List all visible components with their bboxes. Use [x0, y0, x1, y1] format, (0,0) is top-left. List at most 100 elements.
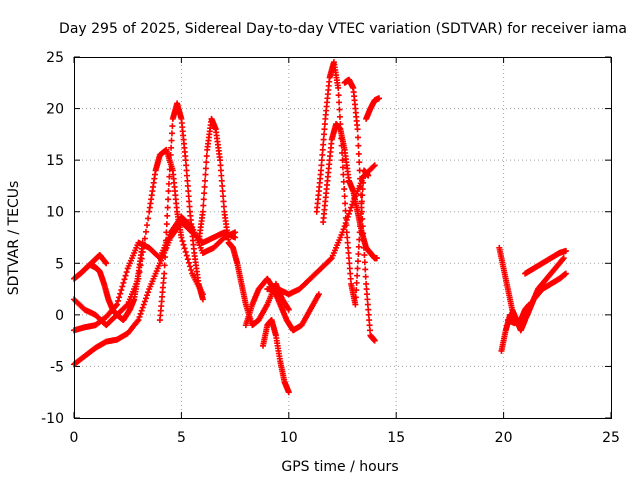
data-point — [218, 172, 225, 179]
data-point — [163, 229, 170, 236]
data-point — [188, 266, 195, 273]
y-tick-label: 15 — [46, 153, 64, 169]
data-point — [339, 164, 346, 171]
data-point — [185, 193, 192, 200]
data-point — [352, 301, 359, 308]
data-point — [318, 162, 325, 169]
data-point — [358, 208, 365, 215]
data-point — [122, 272, 129, 279]
data-point — [185, 259, 192, 266]
data-point — [232, 229, 239, 236]
data-point — [186, 198, 193, 205]
data-point — [183, 167, 190, 174]
chart-title: Day 295 of 2025, Sidereal Day-to-day VTE… — [59, 21, 627, 37]
data-point — [202, 177, 209, 184]
x-axis-label: GPS time / hours — [281, 459, 398, 475]
data-point — [364, 296, 371, 303]
y-tick-label: 25 — [46, 50, 64, 66]
data-point — [113, 301, 120, 308]
data-point — [166, 166, 173, 173]
data-point — [360, 230, 367, 237]
data-point — [344, 239, 351, 246]
data-point — [352, 294, 359, 301]
data-point — [162, 254, 169, 261]
data-point — [165, 188, 172, 195]
data-point — [120, 279, 127, 286]
data-point — [321, 126, 328, 133]
data-point — [345, 210, 352, 217]
series-track-5 — [88, 239, 146, 324]
data-point — [103, 260, 110, 267]
data-point — [362, 266, 369, 273]
data-point — [164, 212, 171, 219]
data-point — [342, 200, 349, 207]
data-point — [168, 130, 175, 137]
data-point — [371, 337, 378, 344]
data-point — [203, 159, 210, 166]
data-point — [347, 270, 354, 277]
data-point — [139, 304, 146, 311]
data-point — [319, 146, 326, 153]
data-point — [164, 204, 171, 211]
data-point — [318, 167, 325, 174]
data-point — [202, 171, 209, 178]
data-point — [341, 193, 348, 200]
data-point — [355, 251, 362, 258]
data-point — [360, 173, 367, 180]
data-point — [137, 310, 144, 317]
data-point — [115, 297, 122, 304]
data-points — [71, 59, 569, 396]
data-point — [162, 245, 169, 252]
data-point — [166, 173, 173, 180]
data-point — [321, 131, 328, 138]
data-point — [184, 182, 191, 189]
x-tick-label: 15 — [387, 430, 405, 446]
x-tick-label: 20 — [495, 430, 513, 446]
data-point — [179, 238, 186, 245]
data-point — [186, 263, 193, 270]
data-point — [199, 208, 206, 215]
data-point — [201, 190, 208, 197]
y-tick-label: -10 — [41, 411, 64, 427]
data-point — [162, 237, 169, 244]
data-point — [200, 202, 207, 209]
data-point — [349, 201, 356, 208]
data-point — [562, 247, 569, 254]
data-point — [217, 157, 224, 164]
data-point — [361, 259, 368, 266]
data-point — [144, 292, 151, 299]
data-point — [336, 113, 343, 120]
data-point — [183, 172, 190, 179]
data-point — [203, 153, 210, 160]
data-point — [138, 307, 145, 314]
data-point — [145, 289, 152, 296]
data-point — [354, 126, 361, 133]
data-point — [165, 196, 172, 203]
data-point — [123, 269, 130, 276]
data-point — [355, 142, 362, 149]
data-point — [336, 106, 343, 113]
data-point — [562, 270, 569, 277]
data-point — [354, 258, 361, 265]
y-tick-label: 5 — [55, 256, 64, 272]
data-point — [165, 180, 172, 187]
data-point — [318, 157, 325, 164]
data-point — [346, 265, 353, 272]
data-point — [178, 234, 185, 241]
data-point — [370, 163, 377, 170]
data-point — [347, 275, 354, 282]
data-point — [343, 222, 350, 229]
data-point — [167, 151, 174, 158]
data-point — [362, 273, 369, 280]
data-point — [218, 177, 225, 184]
data-point — [327, 256, 334, 263]
x-tick-label: 10 — [280, 430, 298, 446]
data-point — [357, 192, 364, 199]
y-tick-label: 0 — [55, 308, 64, 324]
data-point — [353, 287, 360, 294]
data-point — [357, 175, 364, 182]
data-point — [358, 200, 365, 207]
data-point — [360, 179, 367, 186]
data-point — [163, 221, 170, 228]
data-point — [359, 223, 366, 230]
